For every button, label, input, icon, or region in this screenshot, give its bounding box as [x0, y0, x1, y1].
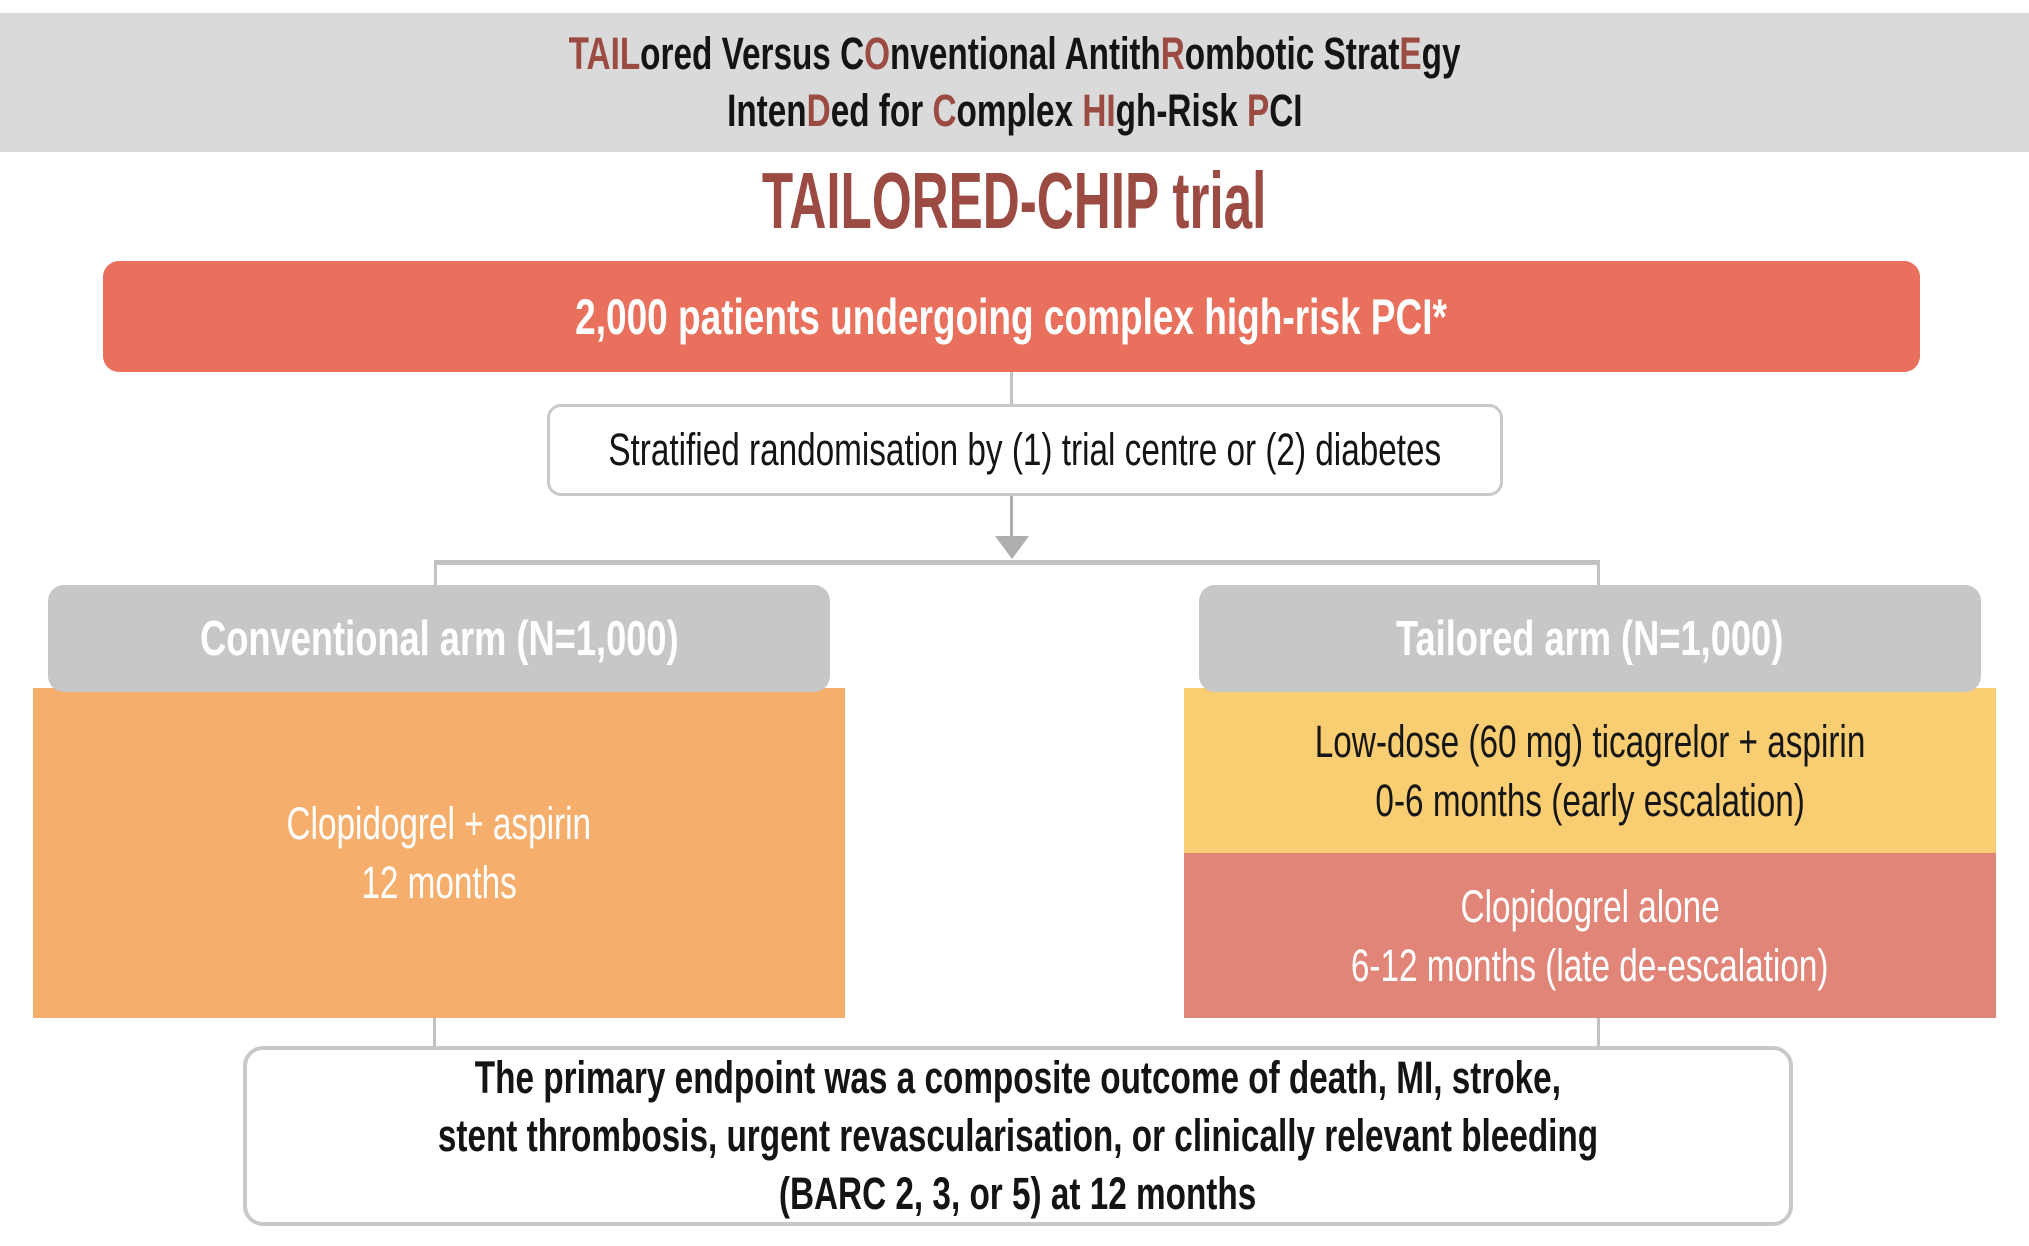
conventional-arm-header: Conventional arm (N=1,000) [48, 585, 830, 692]
randomisation-box-text: Stratified randomisation by (1) trial ce… [608, 424, 1442, 475]
page-title-text: TAILORED-CHIP trial [762, 156, 1267, 245]
arrow-down-icon [995, 536, 1029, 559]
branch-drop-left [434, 560, 437, 592]
acronym-line-2: IntenDed for Complex HIgh-Risk PCI [726, 85, 1303, 136]
tailored-late-deescalation-box: Clopidogrel alone 6-12 months (late de-e… [1184, 853, 1996, 1018]
population-box-text: 2,000 patients undergoing complex high-r… [575, 288, 1448, 345]
endpoint-line-1: The primary endpoint was a composite out… [474, 1052, 1562, 1103]
branch-drop-right [1597, 560, 1600, 592]
page-title: TAILORED-CHIP trial [0, 150, 2029, 252]
endpoint-line-2: stent thrombosis, urgent revascularisati… [437, 1110, 1599, 1161]
acronym-band: TAILored Versus COnventional AntithRombo… [0, 13, 2029, 152]
connector-population-to-randomisation [1010, 370, 1013, 406]
randomisation-box: Stratified randomisation by (1) trial ce… [547, 404, 1503, 496]
late-deescalation-line-2: 6-12 months (late de-escalation) [1351, 939, 1829, 991]
conventional-treatment-line-1: Clopidogrel + aspirin [286, 798, 592, 849]
conventional-arm-treatment-box: Clopidogrel + aspirin 12 months [33, 688, 845, 1018]
connector-conventional-to-endpoint [433, 1016, 436, 1048]
tailored-arm-header-text: Tailored arm (N=1,000) [1396, 611, 1784, 666]
population-box: 2,000 patients undergoing complex high-r… [103, 261, 1920, 372]
branch-horizontal-line [434, 560, 1600, 565]
endpoint-line-3: (BARC 2, 3, or 5) at 12 months [779, 1168, 1257, 1219]
acronym-line-1: TAILored Versus COnventional AntithRombo… [568, 28, 1461, 79]
tailored-arm-header: Tailored arm (N=1,000) [1199, 585, 1981, 692]
primary-endpoint-box: The primary endpoint was a composite out… [243, 1046, 1793, 1226]
early-escalation-line-2: 0-6 months (early escalation) [1375, 774, 1805, 826]
connector-tailored-to-endpoint [1597, 1016, 1600, 1048]
arrow-stem [1010, 494, 1013, 538]
conventional-arm-header-text: Conventional arm (N=1,000) [199, 611, 679, 666]
conventional-treatment-line-2: 12 months [361, 857, 517, 908]
late-deescalation-line-1: Clopidogrel alone [1460, 880, 1720, 932]
tailored-early-escalation-box: Low-dose (60 mg) ticagrelor + aspirin 0-… [1184, 688, 1996, 853]
early-escalation-line-1: Low-dose (60 mg) ticagrelor + aspirin [1314, 715, 1866, 767]
